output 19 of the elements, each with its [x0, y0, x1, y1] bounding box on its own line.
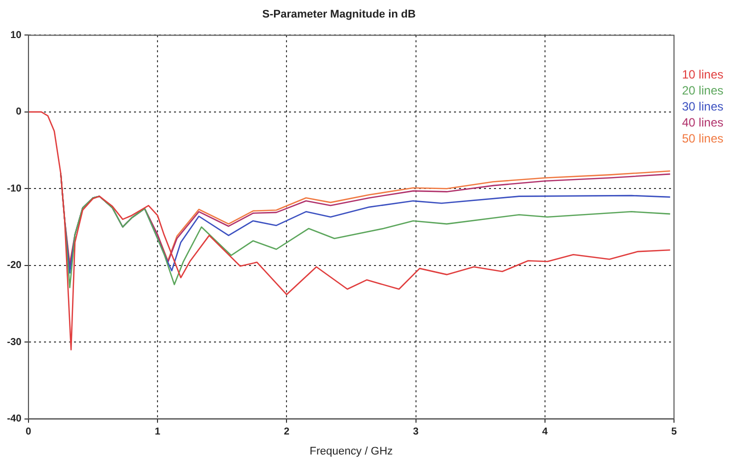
- y-tick-label: 0: [16, 106, 22, 118]
- x-tick-label: 4: [542, 426, 548, 438]
- y-tick-label: -40: [7, 414, 22, 425]
- text: 30 lines: [682, 100, 724, 114]
- x-tick-label: 3: [413, 426, 419, 438]
- y-tick-label: -30: [7, 336, 22, 348]
- y-tick-label: -10: [7, 183, 22, 194]
- x-tick-label: 0: [26, 426, 32, 438]
- text: 40 lines: [682, 116, 724, 130]
- x-tick-label: 2: [284, 426, 290, 438]
- text: 50 lines: [682, 132, 724, 146]
- chart-title: S-Parameter Magnitude in dB: [262, 8, 416, 21]
- x-axis-title: Frequency / GHz: [310, 445, 393, 458]
- y-tick-label: 10: [10, 30, 22, 41]
- x-tick-label: 5: [671, 426, 678, 438]
- text: 20 lines: [682, 84, 724, 98]
- y-tick-label: -20: [7, 260, 22, 272]
- x-tick-label: 1: [154, 426, 161, 438]
- text: 10 lines: [682, 68, 724, 82]
